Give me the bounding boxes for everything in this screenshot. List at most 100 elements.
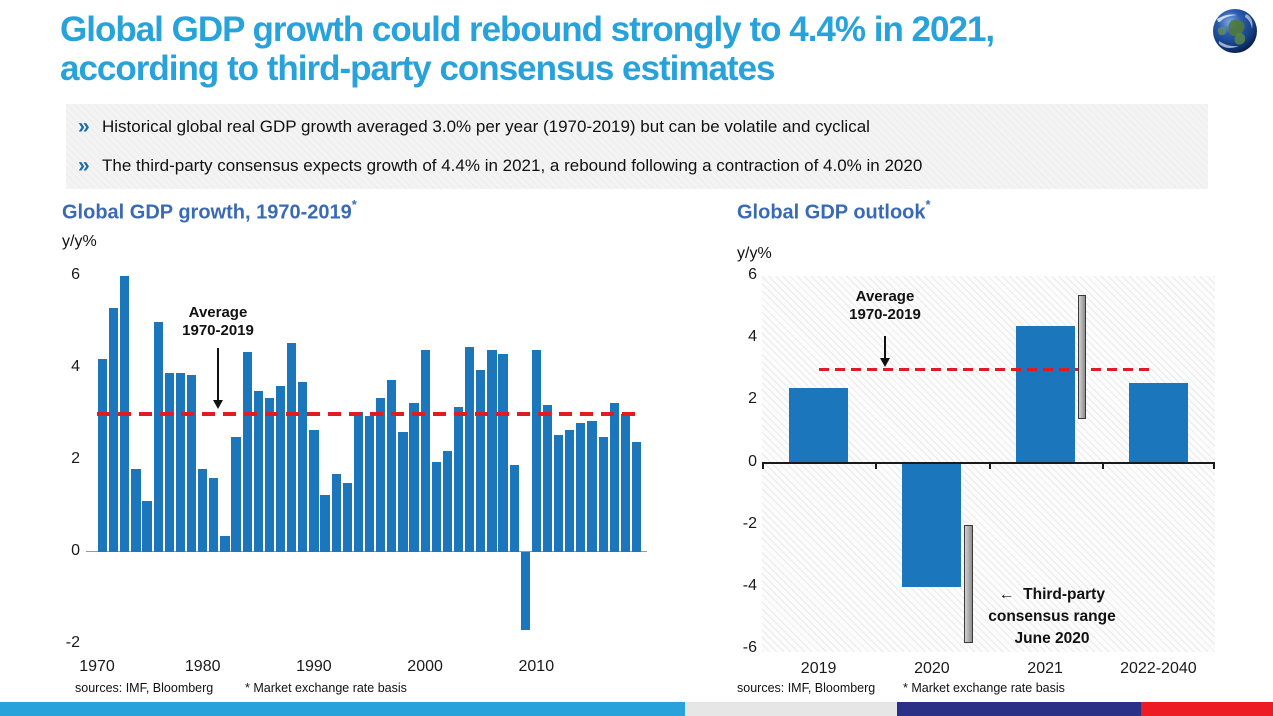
left-chart-y-axis: 6 4 2 0 -2 bbox=[38, 266, 80, 651]
bar-2005 bbox=[476, 370, 486, 552]
bar-2021 bbox=[1015, 325, 1075, 463]
left-annotation-arrowhead bbox=[213, 400, 223, 409]
left-average-line bbox=[97, 412, 642, 416]
left-chart-note: * Market exchange rate basis bbox=[245, 681, 407, 695]
footnote-marker: * bbox=[925, 197, 931, 212]
bar-2018 bbox=[620, 414, 630, 552]
bar-1981 bbox=[209, 478, 219, 552]
bar-1971 bbox=[98, 358, 108, 552]
bar-2003 bbox=[453, 407, 464, 552]
bar-1994 bbox=[353, 411, 364, 552]
bar-1989 bbox=[298, 381, 308, 552]
right-chart-note: * Market exchange rate basis bbox=[903, 681, 1065, 695]
y-tick-label: 4 bbox=[71, 358, 80, 375]
left-chart-sources: sources: IMF, Bloomberg bbox=[75, 681, 214, 695]
consensus-range-bar-2020 bbox=[964, 524, 973, 643]
right-chart-title: Global GDP outlook* bbox=[737, 197, 931, 224]
bar-1996 bbox=[376, 397, 386, 552]
right-chart-x-axis: 2019 2020 2021 2022-2040 bbox=[762, 660, 1215, 678]
bar-1993 bbox=[342, 483, 352, 552]
bar-1986 bbox=[264, 397, 275, 552]
bar-1975 bbox=[142, 501, 152, 552]
x-axis-tick bbox=[762, 464, 764, 469]
bar-2009 bbox=[520, 552, 530, 631]
bar-2019 bbox=[789, 388, 849, 463]
bar-1976 bbox=[153, 322, 163, 552]
y-tick-label: 0 bbox=[748, 452, 757, 470]
bullet-item-2: » The third-party consensus expects grow… bbox=[66, 155, 1208, 176]
bar-1979 bbox=[186, 374, 197, 552]
bar-2006 bbox=[487, 349, 497, 552]
bar-2020 bbox=[902, 462, 962, 587]
footer-stripe-segment bbox=[897, 702, 1141, 716]
bar-1983 bbox=[231, 437, 241, 552]
bar-2022-2040 bbox=[1128, 383, 1188, 463]
right-chart-plot bbox=[762, 276, 1215, 652]
right-annotation-arrow bbox=[884, 336, 886, 358]
bar-2017 bbox=[609, 402, 619, 552]
left-chart-title: Global GDP growth, 1970-2019* bbox=[62, 197, 357, 224]
x-tick-label-1980: 1980 bbox=[184, 658, 221, 675]
bar-1999 bbox=[409, 402, 419, 552]
right-annotation-arrowhead bbox=[880, 358, 890, 367]
bar-2007 bbox=[498, 354, 508, 552]
footer-stripe-segment bbox=[0, 702, 685, 716]
right-average-annotation: Average 1970-2019 bbox=[849, 288, 921, 323]
bar-1998 bbox=[398, 432, 408, 552]
y-tick-label: 4 bbox=[748, 328, 757, 346]
bar-2014 bbox=[576, 423, 586, 552]
footnote-marker: * bbox=[351, 197, 357, 212]
bar-1990 bbox=[309, 430, 319, 552]
bar-2004 bbox=[465, 347, 475, 552]
x-tick-label-2010: 2010 bbox=[518, 658, 555, 675]
bar-1995 bbox=[364, 416, 375, 552]
bar-1992 bbox=[331, 473, 341, 552]
left-arrow-icon: ← bbox=[999, 586, 1015, 603]
bar-2001 bbox=[431, 462, 441, 552]
left-chart-unit-label: y/y% bbox=[62, 233, 97, 250]
y-tick-label: -2 bbox=[742, 514, 757, 532]
bar-1977 bbox=[164, 372, 174, 552]
footer-stripe-segment bbox=[685, 702, 897, 716]
bar-2015 bbox=[587, 420, 597, 552]
bar-1991 bbox=[320, 494, 330, 552]
bar-2012 bbox=[554, 434, 564, 552]
consensus-range-bar-2021 bbox=[1077, 294, 1086, 420]
bar-1997 bbox=[387, 379, 397, 552]
right-chart-sources: sources: IMF, Bloomberg bbox=[737, 681, 876, 695]
x-tick-label-2020: 2020 bbox=[914, 660, 950, 677]
y-tick-label: -4 bbox=[742, 577, 757, 594]
consensus-range-annotation: ← Third-party consensus range June 2020 bbox=[988, 586, 1116, 647]
page-title-line2: according to third-party consensus estim… bbox=[60, 49, 776, 88]
bar-2011 bbox=[542, 404, 553, 552]
bar-1972 bbox=[109, 308, 119, 552]
left-chart-plot bbox=[97, 276, 642, 648]
right-chart-y-axis: 6 4 2 0 -2 -4 -6 bbox=[713, 266, 757, 656]
right-chart-unit-label: y/y% bbox=[737, 245, 772, 262]
y-tick-label: 6 bbox=[71, 266, 80, 283]
bar-2016 bbox=[598, 437, 608, 552]
bar-2010 bbox=[531, 349, 541, 552]
bar-1985 bbox=[253, 391, 263, 552]
footer-stripe-segment bbox=[1141, 702, 1273, 716]
bar-1984 bbox=[242, 351, 252, 552]
bar-1978 bbox=[175, 372, 186, 552]
page-title-line1: Global GDP growth could rebound strongly… bbox=[60, 10, 995, 49]
left-average-annotation: Average 1970-2019 bbox=[182, 304, 254, 339]
bar-1974 bbox=[131, 469, 141, 552]
page-title: Global GDP growth could rebound strongly… bbox=[60, 10, 1190, 88]
y-tick-label: -2 bbox=[65, 634, 80, 651]
x-tick-label-2021: 2021 bbox=[1027, 660, 1063, 677]
x-tick-label-1970: 1970 bbox=[79, 658, 115, 675]
bar-2013 bbox=[565, 430, 575, 552]
bar-2008 bbox=[509, 464, 519, 552]
y-tick-label: 0 bbox=[71, 542, 80, 559]
bar-1988 bbox=[287, 342, 297, 552]
x-tick-label-2000: 2000 bbox=[407, 658, 443, 675]
double-chevron-icon: » bbox=[78, 115, 90, 139]
x-tick-label-2019: 2019 bbox=[800, 660, 837, 677]
bullet-text-1: Historical global real GDP growth averag… bbox=[102, 117, 870, 137]
y-tick-label: 2 bbox=[748, 390, 757, 408]
x-tick-label-1990: 1990 bbox=[296, 658, 332, 675]
left-chart-x-axis: 1970 1980 1990 2000 2010 bbox=[79, 658, 642, 676]
